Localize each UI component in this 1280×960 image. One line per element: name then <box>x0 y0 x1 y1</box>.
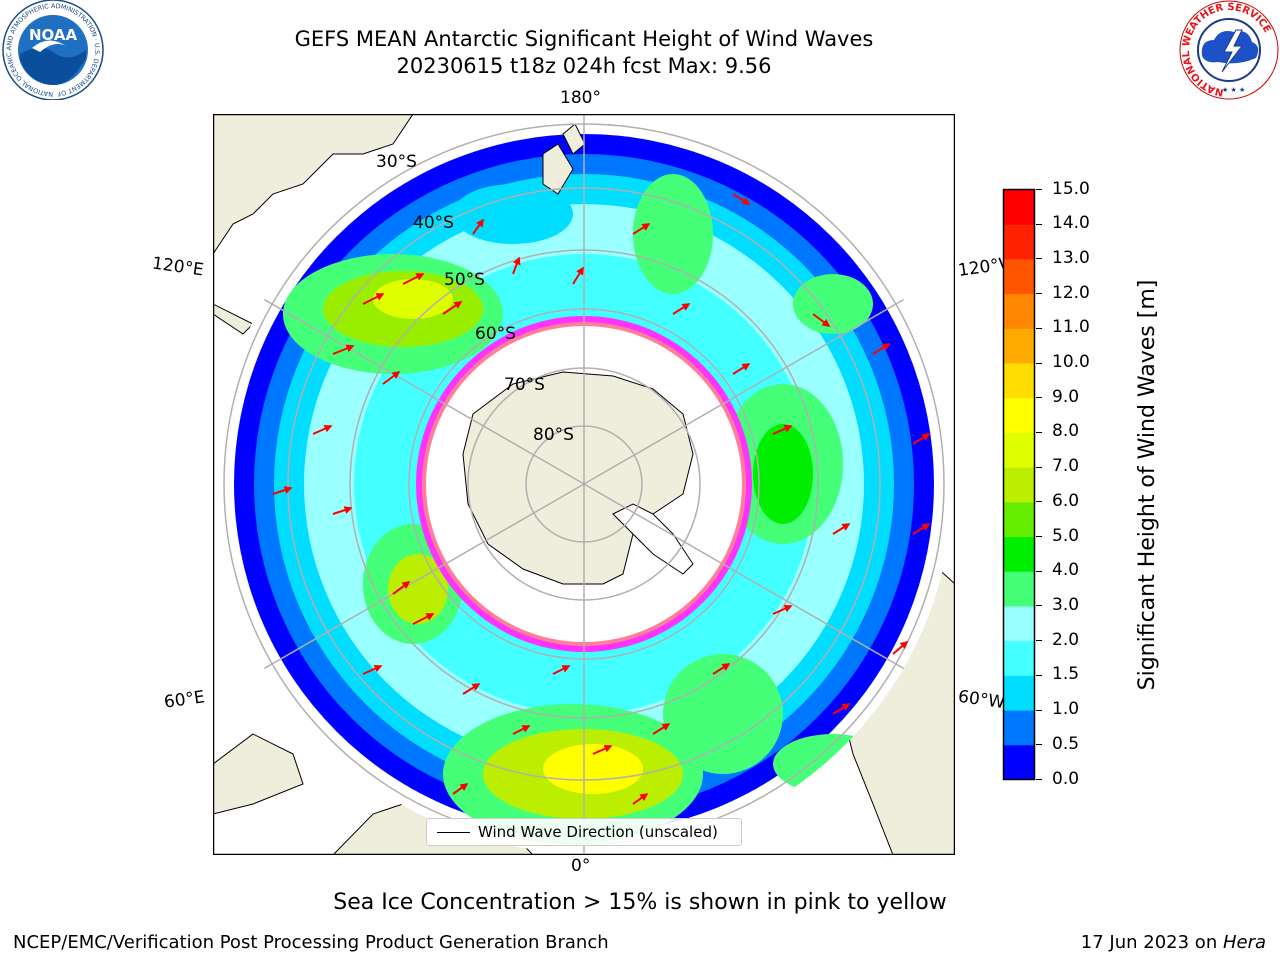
colorbar-tick-mark <box>1036 258 1042 260</box>
colorbar-segment <box>1003 432 1035 468</box>
lat-label-50s: 50°S <box>444 270 485 290</box>
colorbar-tick-label: 6.0 <box>1052 490 1080 511</box>
nws-logo: NATIONAL WEATHER SERVICE ★ ★ ★ <box>1179 0 1279 100</box>
colorbar-tick-label: 0.5 <box>1052 733 1080 754</box>
colorbar-tick-label: 7.0 <box>1052 456 1080 477</box>
colorbar-tick-mark <box>1036 709 1042 711</box>
lat-label-80s: 80°S <box>533 425 574 445</box>
lon-label-0: 0° <box>571 856 591 876</box>
colorbar-segment <box>1003 571 1035 607</box>
colorbar-tick-mark <box>1036 501 1042 503</box>
colorbar-tick-label: 5.0 <box>1052 525 1080 546</box>
footer-date: 17 Jun 2023 on Hera <box>1081 932 1266 953</box>
lon-label-120e: 120°E <box>150 253 205 281</box>
colorbar-segment <box>1003 640 1035 676</box>
colorbar-tick-mark <box>1036 189 1042 190</box>
colorbar-tick-label: 8.0 <box>1052 421 1080 442</box>
noaa-logo: NATIONAL OCEANIC AND ATMOSPHERIC ADMINIS… <box>0 0 104 100</box>
lat-label-40s: 40°S <box>413 213 454 233</box>
footer-date-text: 17 Jun 2023 on <box>1080 932 1223 953</box>
footer-machine: Hera <box>1222 932 1266 953</box>
colorbar-tick-mark <box>1036 466 1042 468</box>
colorbar <box>1002 188 1036 781</box>
colorbar-tick-mark <box>1036 536 1042 538</box>
colorbar-tick-label: 1.5 <box>1052 664 1080 685</box>
lon-label-60e: 60°E <box>162 687 207 713</box>
colorbar-tick-label: 2.0 <box>1052 629 1080 650</box>
map-subtitle: 20230615 t18z 024h fcst Max: 9.56 <box>396 54 772 78</box>
lon-label-180: 180° <box>560 88 601 108</box>
colorbar-tick-mark <box>1036 223 1042 225</box>
colorbar-tick-label: 4.0 <box>1052 560 1080 581</box>
colorbar-tick-mark <box>1036 674 1042 676</box>
colorbar-tick-label: 1.0 <box>1052 699 1080 720</box>
colorbar-segment <box>1003 501 1035 538</box>
colorbar-tick-label: 10.0 <box>1052 352 1090 373</box>
colorbar-tick-label: 3.0 <box>1052 594 1080 615</box>
lat-label-60s: 60°S <box>475 324 516 344</box>
lat-label-70s: 70°S <box>504 375 545 395</box>
map-title: GEFS MEAN Antarctic Significant Height o… <box>294 27 874 51</box>
colorbar-segment <box>1003 189 1035 225</box>
legend-text: Wind Wave Direction (unscaled) <box>478 823 718 841</box>
colorbar-tick-mark <box>1036 327 1042 329</box>
colorbar-tick-label: 15.0 <box>1052 178 1090 199</box>
colorbar-segment <box>1003 397 1035 433</box>
colorbar-segment <box>1003 710 1035 746</box>
footer-branch: NCEP/EMC/Verification Post Processing Pr… <box>13 932 609 953</box>
sea-ice-note: Sea Ice Concentration > 15% is shown in … <box>333 890 947 915</box>
colorbar-tick-mark <box>1036 779 1042 780</box>
colorbar-segment <box>1003 258 1035 295</box>
lon-label-60w: 60°W <box>956 686 1007 714</box>
map-legend: Wind Wave Direction (unscaled) <box>426 818 742 846</box>
colorbar-segment <box>1003 467 1035 503</box>
colorbar-segment <box>1003 328 1035 364</box>
colorbar-segment <box>1003 675 1035 711</box>
colorbar-tick-label: 13.0 <box>1052 247 1090 268</box>
colorbar-tick-mark <box>1036 640 1042 642</box>
colorbar-segment <box>1003 605 1035 642</box>
colorbar-tick-label: 9.0 <box>1052 386 1080 407</box>
colorbar-tick-mark <box>1036 570 1042 572</box>
colorbar-tick-label: 11.0 <box>1052 317 1090 338</box>
colorbar-segment <box>1003 536 1035 572</box>
colorbar-tick-mark <box>1036 744 1042 746</box>
colorbar-segment <box>1003 293 1035 329</box>
colorbar-tick-mark <box>1036 431 1042 433</box>
polar-map <box>213 114 955 855</box>
lat-label-30s: 30°S <box>376 152 417 172</box>
colorbar-tick-mark <box>1036 362 1042 364</box>
colorbar-segment <box>1003 363 1035 399</box>
colorbar-tick-mark <box>1036 293 1042 295</box>
colorbar-label: Significant Height of Wind Waves [m] <box>1135 279 1160 691</box>
colorbar-segment <box>1003 744 1035 780</box>
colorbar-tick-label: 0.0 <box>1052 768 1080 789</box>
colorbar-tick-mark <box>1036 397 1042 399</box>
colorbar-segment <box>1003 224 1035 260</box>
noaa-text: NOAA <box>29 26 78 44</box>
colorbar-tick-label: 14.0 <box>1052 213 1090 234</box>
legend-line-sample <box>437 832 470 833</box>
svg-text:★ ★ ★: ★ ★ ★ <box>1222 86 1245 94</box>
colorbar-tick-mark <box>1036 605 1042 607</box>
colorbar-tick-label: 12.0 <box>1052 282 1090 303</box>
